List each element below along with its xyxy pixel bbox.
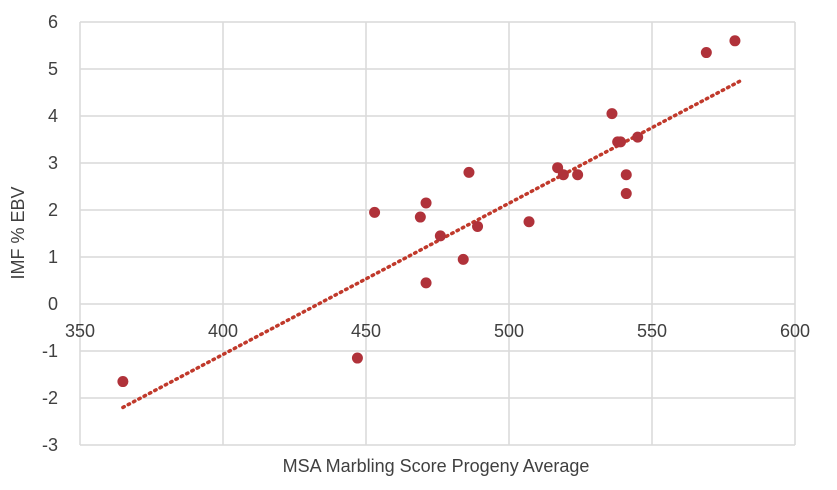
data-point: [615, 136, 627, 148]
y-tick-label: 6: [48, 12, 58, 32]
y-tick-label: -1: [42, 341, 58, 361]
y-tick-label: -3: [42, 435, 58, 455]
y-tick-label: 1: [48, 247, 58, 267]
data-point: [420, 197, 432, 209]
y-tick-label: 2: [48, 200, 58, 220]
y-tick-label: 5: [48, 59, 58, 79]
data-point: [606, 108, 618, 120]
data-point: [632, 131, 644, 143]
x-tick-label: 350: [65, 321, 95, 341]
x-tick-label: 500: [494, 321, 524, 341]
data-point: [117, 376, 129, 388]
x-tick-label: 450: [351, 321, 381, 341]
data-point: [472, 220, 484, 232]
trendline: [121, 79, 743, 410]
x-axis-ticks: 350 400 450 500 550 600: [65, 321, 810, 341]
data-point: [620, 188, 632, 200]
data-point: [420, 277, 432, 289]
grid-lines: [79, 21, 796, 446]
y-tick-label: -2: [42, 388, 58, 408]
y-axis-ticks: -3 -2 -1 0 1 2 3 4 5 6: [42, 12, 58, 455]
data-point: [620, 169, 632, 181]
data-point: [414, 211, 426, 223]
data-point: [523, 216, 535, 228]
data-point: [351, 352, 363, 364]
data-points: [117, 35, 741, 388]
data-point: [572, 169, 584, 181]
data-point: [557, 169, 569, 181]
y-tick-label: 0: [48, 294, 58, 314]
y-axis-title: IMF % EBV: [8, 186, 28, 279]
x-tick-label: 600: [780, 321, 810, 341]
x-tick-label: 400: [208, 321, 238, 341]
data-point: [700, 47, 712, 59]
data-point: [369, 206, 381, 218]
x-axis-title: MSA Marbling Score Progeny Average: [283, 456, 590, 476]
data-point: [457, 253, 469, 265]
x-tick-label: 550: [637, 321, 667, 341]
y-tick-label: 4: [48, 106, 58, 126]
data-point: [463, 166, 475, 178]
y-tick-label: 3: [48, 153, 58, 173]
data-point: [729, 35, 741, 47]
trendline-layer: [121, 79, 743, 410]
data-point: [434, 230, 446, 242]
